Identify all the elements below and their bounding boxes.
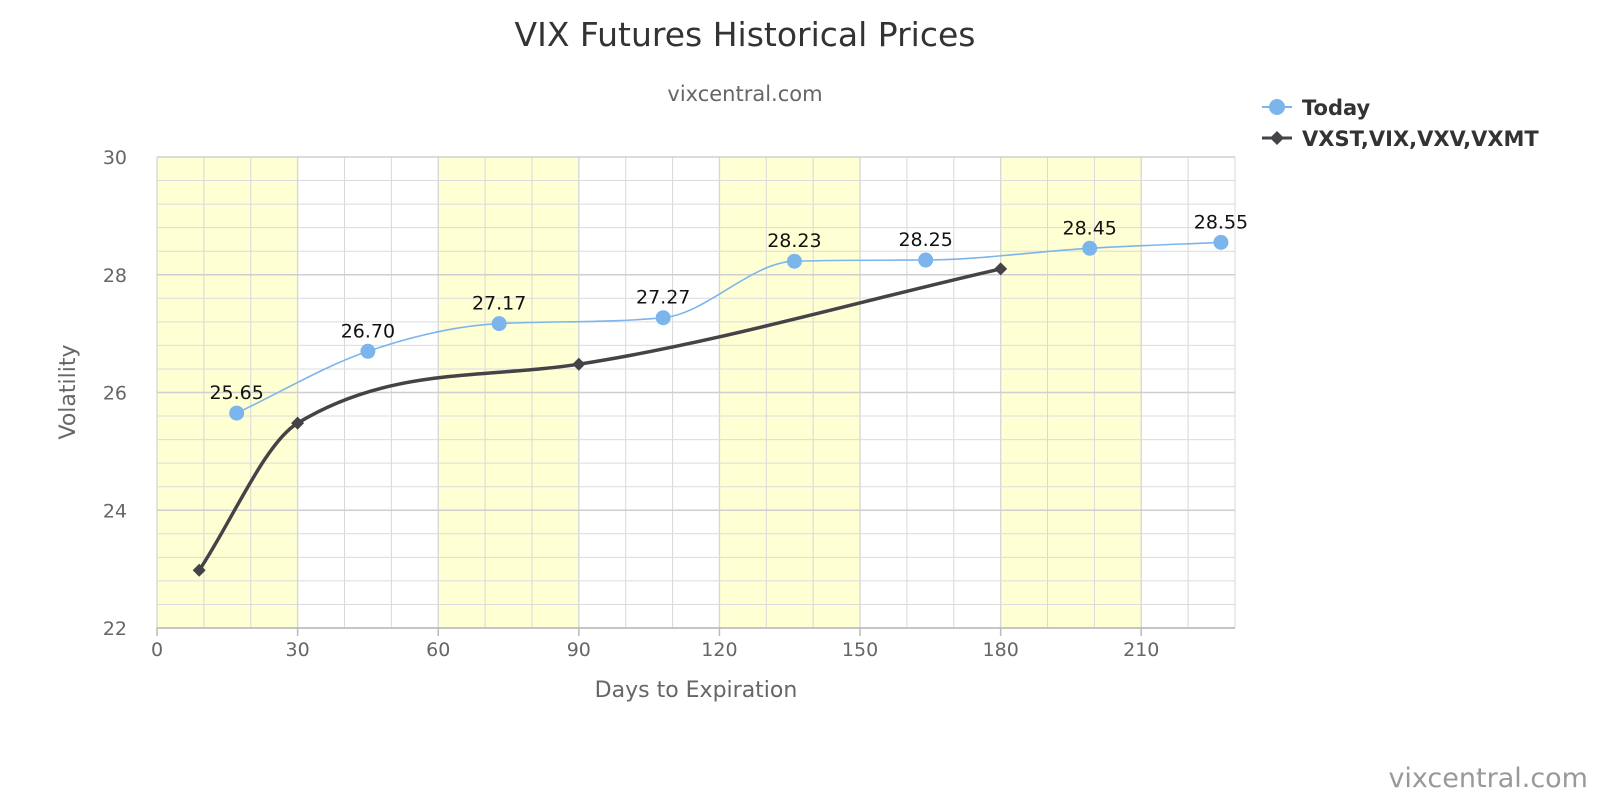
grid-lines [156,156,1236,629]
legend: Today VXST,VIX,VXV,VXMT [1262,96,1539,151]
point-today-1 [360,343,376,359]
data-label-today-2: 27.17 [472,293,526,315]
point-vxst-vix-vxv-vxmt-1 [291,416,305,430]
x-tick-label: 0 [151,639,163,661]
legend-item-today[interactable]: Today [1262,96,1371,120]
x-tick-label: 90 [567,639,591,661]
point-today-0 [229,405,245,421]
point-today-4 [786,253,802,269]
legend-item-vxst-vix-vxv-vxmt[interactable]: VXST,VIX,VXV,VXMT [1262,127,1539,151]
data-label-today-7: 28.55 [1194,211,1248,233]
data-label-today-6: 28.45 [1063,217,1117,239]
y-tick-label: 26 [103,383,127,405]
x-tick-label: 150 [842,639,878,661]
legend-marker-term-structure [1270,131,1284,145]
point-vxst-vix-vxv-vxmt-0 [192,563,206,577]
x-tick-label: 60 [426,639,450,661]
y-tick-label: 24 [103,500,127,522]
data-label-today-1: 26.70 [341,320,395,342]
series-line-vxst-vix-vxv-vxmt [197,267,1003,573]
x-tick-label: 30 [286,639,310,661]
y-tick-label: 22 [103,618,127,640]
y-tick-label: 28 [103,265,127,287]
series-layer [192,234,1229,577]
y-axis-title: Volatility [56,344,81,439]
y-tick-label: 30 [103,147,127,169]
point-vxst-vix-vxv-vxmt-2 [572,357,586,371]
chart-title: VIX Futures Historical Prices [515,15,976,54]
x-axis-ticks: 0 30 60 90 120 150 180 210 [151,628,1159,661]
series-line-today [235,241,1222,414]
data-labels-layer: 25.65 26.70 27.17 27.27 28.23 28.25 28.45 28.55 [209,211,1248,404]
data-label-today-4: 28.23 [767,230,821,252]
x-tick-label: 180 [983,639,1019,661]
data-label-today-5: 28.25 [898,229,952,251]
credit-watermark[interactable]: vixcentral.com [1388,763,1588,794]
legend-label-term-structure: VXST,VIX,VXV,VXMT [1302,127,1539,151]
x-tick-label: 210 [1123,639,1159,661]
chart-subtitle: vixcentral.com [667,82,822,106]
x-tick-label: 120 [701,639,737,661]
point-today-6 [1082,240,1098,256]
legend-marker-today [1269,99,1285,115]
point-today-7 [1213,234,1229,250]
legend-label-today: Today [1302,96,1371,120]
x-axis-title: Days to Expiration [595,678,798,703]
data-label-today-0: 25.65 [209,382,263,404]
point-vxst-vix-vxv-vxmt-3 [994,262,1008,276]
point-today-3 [655,310,671,326]
point-today-2 [491,316,507,332]
y-axis-ticks: 22 24 26 28 30 [103,147,127,640]
data-label-today-3: 27.27 [636,287,690,309]
point-today-5 [918,252,934,268]
